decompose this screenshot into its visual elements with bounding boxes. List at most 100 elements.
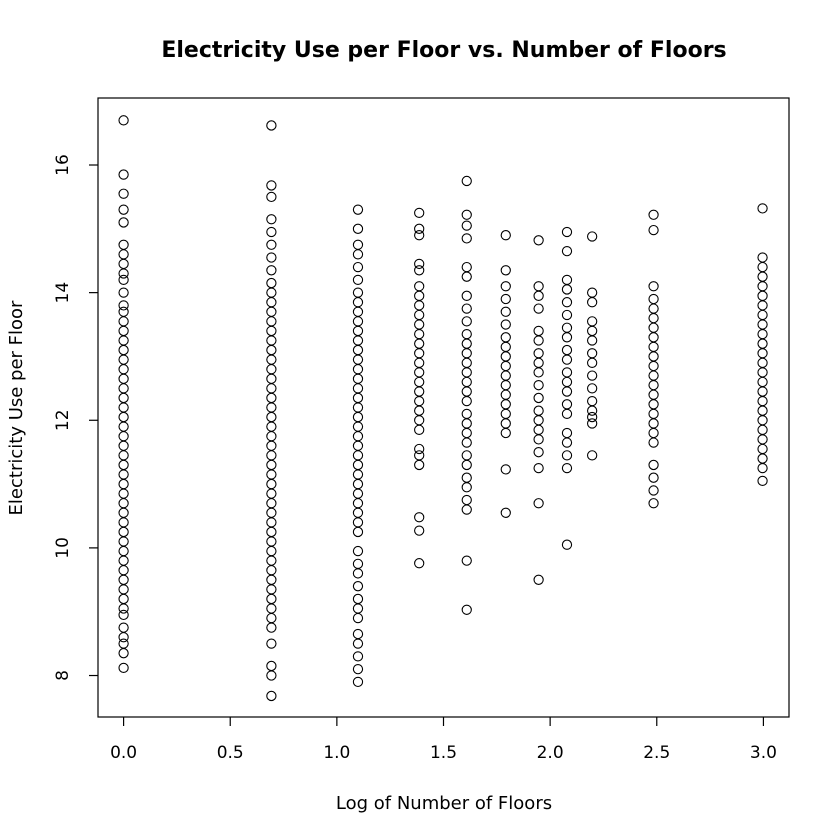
data-point [118, 287, 129, 298]
data-point [587, 418, 598, 429]
data-point [266, 252, 277, 263]
data-point [118, 169, 129, 180]
data-point [352, 581, 364, 592]
data-point [461, 316, 472, 327]
data-point [587, 411, 598, 423]
data-point [587, 231, 598, 242]
data-point [461, 175, 472, 187]
data-point [561, 332, 573, 343]
data-point [648, 459, 659, 471]
data-point [461, 604, 472, 615]
x-tick-label: 2.5 [643, 743, 670, 763]
data-point [461, 459, 472, 471]
data-point [500, 319, 511, 330]
data-point [533, 462, 544, 474]
data-point [500, 281, 511, 292]
data-point [118, 662, 129, 674]
data-point [414, 558, 425, 569]
data-point [266, 265, 277, 276]
data-point [461, 504, 472, 515]
data-point [414, 258, 425, 270]
data-point [500, 306, 511, 317]
data-points [118, 115, 768, 702]
data-point [352, 249, 364, 260]
data-point [561, 246, 573, 257]
data-point [500, 427, 511, 439]
data-point [533, 434, 544, 445]
data-point [561, 437, 573, 448]
y-axis-label: Electricity Use per Floor [6, 300, 27, 515]
data-point [648, 485, 659, 496]
data-point [352, 663, 364, 675]
x-tick-label: 0.0 [110, 743, 137, 763]
data-point [352, 676, 364, 688]
data-point [587, 405, 598, 416]
data-point [266, 690, 277, 702]
data-point [587, 370, 598, 381]
y-tick-label: 10 [53, 537, 73, 559]
data-point [352, 568, 364, 579]
data-point [266, 239, 277, 250]
data-point [414, 424, 425, 435]
data-point [461, 555, 472, 566]
data-point [118, 609, 129, 621]
data-point [561, 309, 573, 321]
data-point [561, 354, 573, 365]
data-point [352, 261, 364, 273]
data-point [118, 268, 129, 279]
data-point [587, 357, 598, 368]
data-point [648, 209, 659, 220]
data-point [500, 507, 511, 518]
data-point [414, 459, 425, 471]
data-point [533, 392, 544, 404]
data-point [266, 226, 277, 238]
data-point [352, 204, 364, 215]
x-tick-label: 0.5 [217, 743, 244, 763]
data-point [352, 638, 364, 649]
x-tick-label: 3.0 [750, 743, 777, 763]
x-tick-label: 2.0 [537, 743, 564, 763]
data-point [414, 512, 425, 523]
data-point [500, 265, 511, 276]
data-point [561, 297, 573, 308]
data-point [561, 462, 573, 474]
data-point [648, 498, 659, 509]
data-point [587, 335, 598, 346]
data-point [561, 539, 573, 550]
data-point [561, 408, 573, 420]
x-axis-label: Log of Number of Floors [336, 793, 552, 814]
data-point [648, 281, 659, 292]
data-point [533, 574, 544, 585]
data-point [266, 180, 277, 191]
data-point [266, 214, 277, 225]
data-point [352, 545, 364, 557]
y-tick-label: 14 [53, 282, 73, 304]
y-tick-label: 16 [53, 154, 73, 176]
data-point [118, 648, 129, 659]
data-point [587, 450, 598, 461]
data-point [414, 265, 425, 276]
y-tick-label: 8 [53, 670, 73, 681]
data-point [561, 450, 573, 461]
data-point [118, 603, 129, 614]
data-point [352, 526, 364, 538]
data-point [533, 380, 544, 391]
chart-title: Electricity Use per Floor vs. Number of … [161, 38, 726, 63]
data-point [533, 290, 544, 301]
data-point [352, 612, 364, 624]
data-point [118, 300, 129, 311]
data-point [461, 271, 472, 282]
data-point [352, 274, 364, 286]
data-point [118, 204, 129, 215]
data-point [118, 217, 129, 228]
data-point [461, 303, 472, 314]
y-axis: 8 10 12 14 16 [53, 154, 98, 681]
x-tick-label: 1.5 [430, 743, 457, 763]
data-point [118, 274, 129, 286]
x-axis: 0.0 0.5 1.0 1.5 2.0 2.5 3.0 [110, 717, 777, 763]
data-point [757, 475, 768, 487]
data-point [533, 235, 544, 246]
data-point [266, 120, 277, 131]
